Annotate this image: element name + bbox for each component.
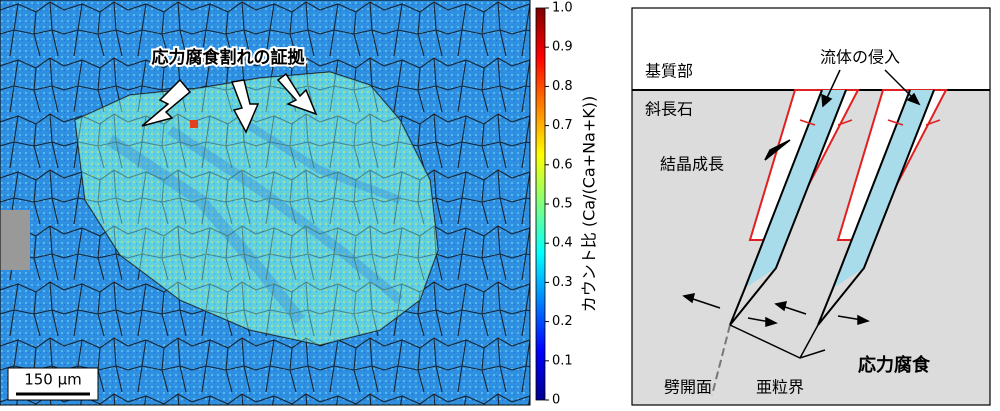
label-growth: 結晶成長 [660, 155, 724, 174]
colorbar-tick-label: 0.4 [552, 236, 573, 251]
label-subgrain: 亜粒界 [756, 378, 804, 397]
annotation: 応力腐食割れの証拠 [152, 47, 306, 68]
colorbar-label: カウント比 (Ca/(Ca+Na+K)) [580, 96, 599, 312]
label-plagioclase: 斜長石 [645, 100, 693, 119]
scale-label: 150 μm [24, 371, 82, 389]
colorbar-tick-label: 0.6 [552, 157, 573, 172]
arrows [141, 72, 318, 134]
colorbar-tick-label: 0.5 [552, 197, 573, 212]
colorbar-tick-label: 0.2 [552, 314, 573, 329]
colorbar-tick-label: 0.8 [552, 79, 573, 94]
label-cleavage: 劈開面 [664, 378, 712, 397]
colorbar [535, 7, 546, 401]
colorbar-tick-label: 0 [552, 393, 560, 408]
label-fluid: 流体の侵入 [820, 48, 900, 67]
colorbar-tick-label: 1.0 [552, 1, 573, 16]
map-image [0, 0, 531, 406]
colorbar-tick-label: 0.9 [552, 40, 573, 55]
label-stress-corrosion: 応力腐食 [858, 354, 931, 376]
colorbar-tick-label: 0.1 [552, 353, 573, 368]
schematic [631, 7, 991, 406]
label-matrix: 基質部 [645, 62, 693, 81]
colorbar-tick-label: 0.7 [552, 118, 573, 133]
colorbar-tick-label: 0.3 [552, 275, 573, 290]
